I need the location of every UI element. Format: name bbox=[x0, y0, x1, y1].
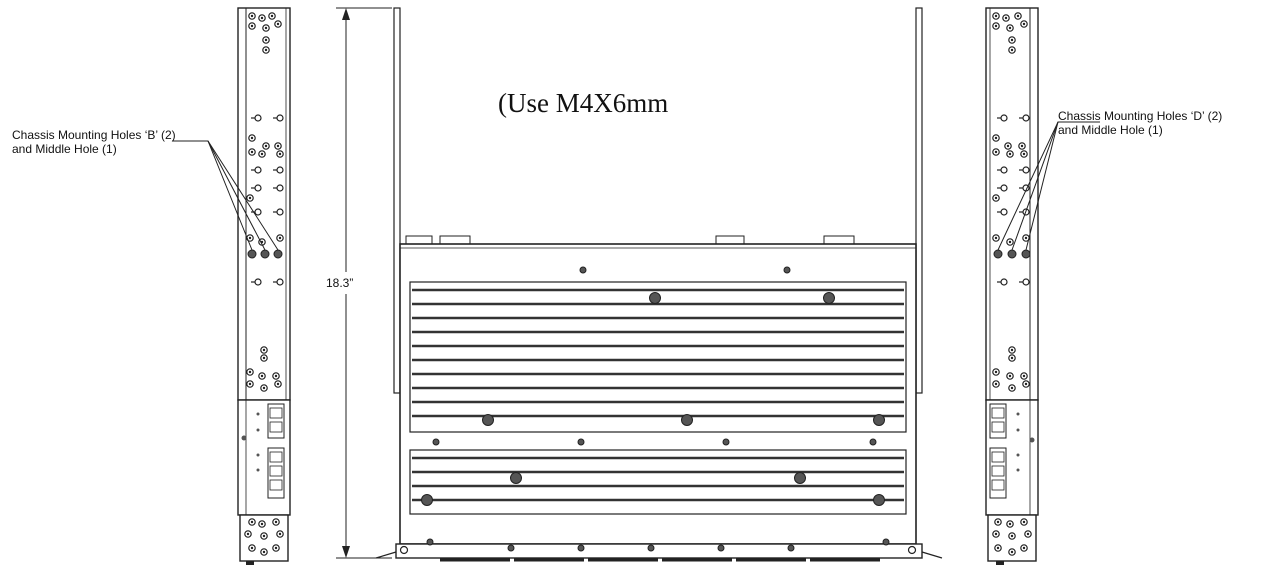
chassis bbox=[375, 7, 943, 562]
instruction-text: (Use M4X6mm bbox=[498, 88, 669, 118]
right-bracket bbox=[985, 7, 1039, 565]
right-callout-leaders bbox=[997, 121, 1100, 251]
left-callout-line2: and Middle Hole (1) bbox=[12, 142, 117, 156]
left-callout-line1: Chassis Mounting Holes ‘B’ (2) bbox=[12, 128, 176, 142]
right-callout-line1: Chassis Mounting Holes ‘D’ (2) bbox=[1058, 109, 1223, 123]
right-callout: Chassis Mounting Holes ‘D’ (2) and Middl… bbox=[1058, 109, 1222, 137]
height-dimension-label: 18.3” bbox=[326, 276, 354, 290]
dimension-line bbox=[336, 7, 392, 559]
left-callout: Chassis Mounting Holes ‘B’ (2) and Middl… bbox=[12, 128, 176, 156]
left-bracket bbox=[237, 7, 291, 565]
right-callout-line2: and Middle Hole (1) bbox=[1058, 123, 1163, 137]
left-callout-leaders bbox=[172, 140, 279, 251]
